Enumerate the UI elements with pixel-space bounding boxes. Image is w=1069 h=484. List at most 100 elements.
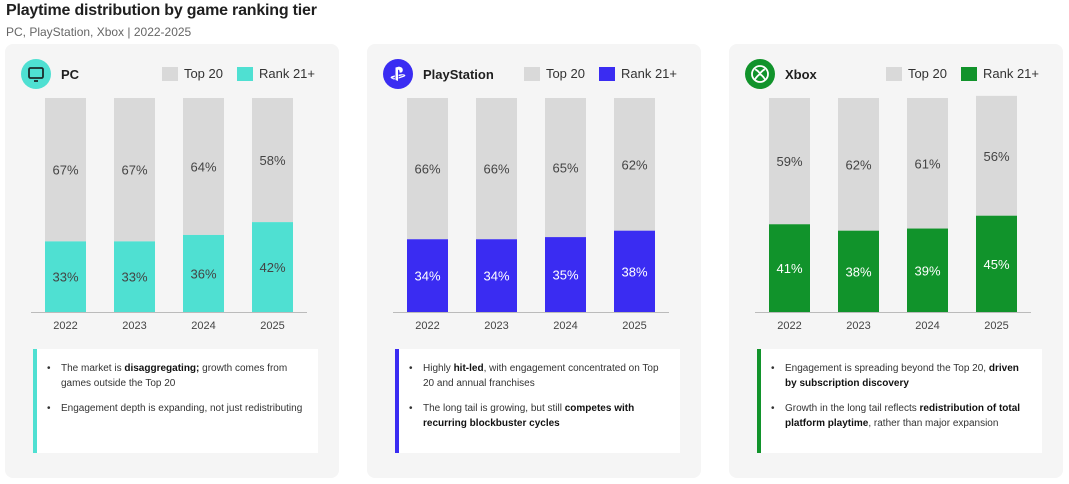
- bar-top20: [545, 98, 586, 238]
- insight-text: growth comes from games outside the Top …: [61, 363, 288, 389]
- legend-rank21: Rank 21+: [960, 66, 1039, 81]
- panel-header: PC Top 20 Rank 21+: [19, 59, 329, 89]
- legend-top20: Top 20: [523, 66, 585, 81]
- insight-box: Highly hit-led, with engagement concentr…: [395, 349, 680, 453]
- insight-text: , rather than major expansion: [868, 418, 999, 429]
- data-label-rank21: 33%: [52, 270, 78, 285]
- bar-rank21: [907, 228, 948, 312]
- chart-svg: 67% 33% 2022 67% 33% 2023 64% 36% 2024 58% 42% 2025: [31, 98, 307, 332]
- data-label-top20: 66%: [483, 162, 509, 177]
- insight-bullet: Highly hit-led, with engagement concentr…: [409, 361, 670, 391]
- data-label-rank21: 36%: [190, 266, 216, 281]
- data-label-rank21: 35%: [552, 268, 578, 283]
- bar-rank21: [407, 239, 448, 312]
- bar-top20: [114, 98, 155, 242]
- data-label-rank21: 45%: [983, 257, 1009, 272]
- insight-emphasis: hit-led: [453, 363, 484, 374]
- insight-list: The market is disaggregating; growth com…: [47, 361, 308, 416]
- bar-rank21: [183, 234, 224, 312]
- legend-swatch-rank21: [236, 66, 253, 81]
- x-tick-label: 2022: [415, 320, 439, 332]
- chart-playstation: 66% 34% 2022 66% 34% 2023 65% 35% 2024 62% 38% 2025: [393, 94, 669, 334]
- legend-swatch-rank21: [598, 66, 615, 81]
- insight-text: Engagement is spreading beyond the Top 2…: [785, 363, 989, 374]
- data-label-top20: 56%: [983, 149, 1009, 164]
- legend-rank21: Rank 21+: [598, 66, 677, 81]
- panel-playstation: PlayStation Top 20 Rank 21+ 66% 34% 2022 66…: [367, 44, 701, 478]
- bar-rank21: [252, 222, 293, 312]
- legend-label-top20: Top 20: [545, 66, 585, 81]
- data-label-rank21: 39%: [914, 263, 940, 278]
- legend-swatch-rank21: [960, 66, 977, 81]
- legend-top20: Top 20: [885, 66, 947, 81]
- insight-text: , with engagement concentrated on Top 20…: [423, 363, 659, 389]
- bar-rank21: [769, 224, 810, 312]
- data-label-top20: 61%: [914, 156, 940, 171]
- insight-text: Highly: [423, 363, 454, 374]
- insight-bullet: Engagement depth is expanding, not just …: [47, 401, 308, 416]
- bar-rank21: [545, 237, 586, 312]
- platform-title: PC: [61, 67, 80, 82]
- chart-xbox: 59% 41% 2022 62% 38% 2023 61% 39% 2024 56% 45% 2025: [755, 94, 1031, 334]
- data-label-top20: 67%: [52, 163, 78, 178]
- data-label-top20: 64%: [190, 159, 216, 174]
- x-tick-label: 2023: [122, 320, 146, 332]
- panel-xbox: Xbox Top 20 Rank 21+ 59% 41% 2022 62% 38% 202…: [729, 44, 1063, 478]
- bar-top20: [252, 98, 293, 223]
- monitor-icon: [21, 59, 51, 89]
- insight-emphasis: redistribution of total platform playtim…: [785, 403, 1021, 429]
- insight-bullet: Engagement is spreading beyond the Top 2…: [771, 361, 1032, 391]
- legend: Top 20 Rank 21+: [148, 66, 315, 81]
- bar-rank21: [114, 241, 155, 312]
- insight-box: The market is disaggregating; growth com…: [33, 349, 318, 453]
- insight-bullet: The long tail is growing, but still comp…: [409, 401, 670, 431]
- data-label-top20: 66%: [414, 162, 440, 177]
- platform-title: PlayStation: [423, 67, 494, 82]
- data-label-rank21: 38%: [845, 264, 871, 279]
- legend-top20: Top 20: [161, 66, 223, 81]
- data-label-top20: 62%: [621, 157, 647, 172]
- insight-emphasis: driven by subscription discovery: [785, 363, 1019, 389]
- playstation-icon: [383, 59, 413, 89]
- bar-top20: [476, 98, 517, 240]
- x-tick-label: 2023: [846, 320, 870, 332]
- data-label-top20: 65%: [552, 161, 578, 176]
- page-title: Playtime distribution by game ranking ti…: [6, 2, 317, 19]
- bar-rank21: [45, 241, 86, 312]
- legend-label-rank21: Rank 21+: [982, 66, 1039, 81]
- bar-top20: [407, 98, 448, 240]
- insight-bullet: Growth in the long tail reflects redistr…: [771, 401, 1032, 431]
- bar-rank21: [838, 230, 879, 312]
- insight-list: Highly hit-led, with engagement concentr…: [409, 361, 670, 431]
- panel-pc: PC Top 20 Rank 21+ 67% 33% 2022 67% 33% 2023 6…: [5, 44, 339, 478]
- legend-label-rank21: Rank 21+: [620, 66, 677, 81]
- data-label-rank21: 42%: [259, 260, 285, 275]
- data-label-rank21: 34%: [414, 269, 440, 284]
- legend: Top 20 Rank 21+: [510, 66, 677, 81]
- data-label-top20: 59%: [776, 154, 802, 169]
- insight-bullet: The market is disaggregating; growth com…: [47, 361, 308, 391]
- xbox-icon: [745, 59, 775, 89]
- bar-rank21: [476, 239, 517, 312]
- bar-top20: [907, 98, 948, 229]
- insight-text: Growth in the long tail reflects: [785, 403, 920, 414]
- platform-title: Xbox: [785, 67, 817, 82]
- legend: Top 20 Rank 21+: [872, 66, 1039, 81]
- x-tick-label: 2024: [553, 320, 577, 332]
- insight-box: Engagement is spreading beyond the Top 2…: [757, 349, 1042, 453]
- legend-label-rank21: Rank 21+: [258, 66, 315, 81]
- data-label-rank21: 34%: [483, 269, 509, 284]
- bar-top20: [614, 98, 655, 231]
- x-tick-label: 2024: [915, 320, 939, 332]
- x-tick-label: 2024: [191, 320, 215, 332]
- x-tick-label: 2025: [622, 320, 646, 332]
- bar-top20: [769, 98, 810, 225]
- bar-top20: [838, 98, 879, 231]
- legend-label-top20: Top 20: [907, 66, 947, 81]
- legend-swatch-top20: [885, 66, 902, 81]
- chart-svg: 59% 41% 2022 62% 38% 2023 61% 39% 2024 56% 45% 2025: [755, 95, 1031, 332]
- x-tick-label: 2025: [260, 320, 284, 332]
- x-tick-label: 2025: [984, 320, 1008, 332]
- data-label-top20: 58%: [259, 153, 285, 168]
- bar-top20: [976, 95, 1017, 216]
